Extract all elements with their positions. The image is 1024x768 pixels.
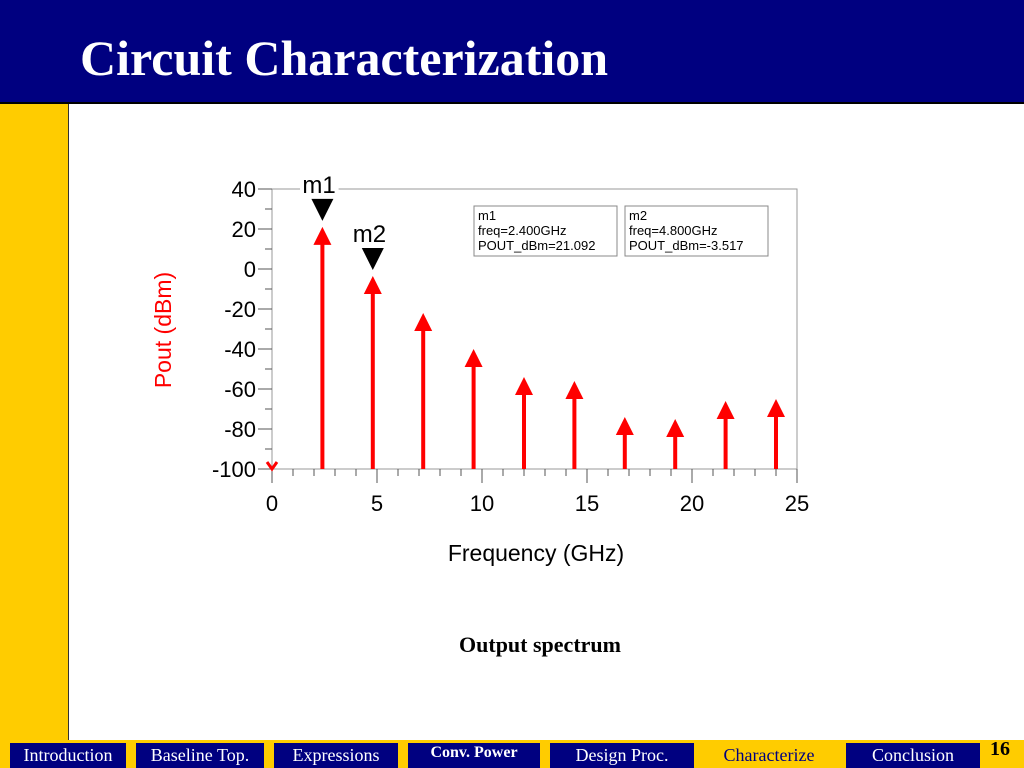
spectral-arrowhead (767, 399, 785, 417)
y-tick-label: -60 (224, 377, 256, 402)
x-tick-label: 10 (470, 491, 494, 516)
spectral-arrowhead (565, 381, 584, 399)
nav-conclusion[interactable]: Conclusion (846, 743, 980, 768)
figure-caption: Output spectrum (459, 632, 621, 657)
marker-readout-line: POUT_dBm=21.092 (478, 238, 595, 253)
marker-readout-line: m2 (629, 208, 647, 223)
spectral-arrowhead (464, 349, 483, 367)
marker-label: m2 (353, 221, 386, 248)
y-tick-label: -20 (224, 297, 256, 322)
nav-characterize[interactable]: Characterize (702, 743, 836, 768)
nav-conv-power[interactable]: Conv. Power (408, 743, 540, 768)
y-tick-label: 0 (244, 257, 256, 282)
y-tick-label: -80 (224, 417, 256, 442)
marker-readout-line: m1 (478, 208, 496, 223)
y-tick-label: -100 (212, 457, 256, 482)
spectral-arrowhead (666, 419, 685, 437)
page-number: 16 (990, 738, 1010, 760)
spectral-arrowhead (313, 226, 332, 245)
marker-readout-line: freq=2.400GHz (478, 223, 567, 238)
spectral-arrowhead (414, 313, 433, 331)
nav-introduction[interactable]: Introduction (10, 743, 126, 768)
x-tick-label: 15 (575, 491, 599, 516)
left-accent-stripe (0, 104, 69, 740)
nav-design-proc[interactable]: Design Proc. (550, 743, 694, 768)
x-tick-label: 5 (371, 491, 383, 516)
x-axis-label: Frequency (GHz) (448, 540, 624, 566)
x-tick-label: 0 (266, 491, 278, 516)
title-bar: Circuit Characterization (0, 0, 1024, 104)
marker-readout-line: POUT_dBm=-3.517 (629, 238, 744, 253)
y-axis-label: Pout (dBm) (150, 272, 176, 388)
x-tick-label: 25 (785, 491, 809, 516)
spectral-arrowhead (615, 417, 634, 435)
marker-triangle (361, 248, 384, 271)
marker-label: m1 (302, 172, 335, 199)
spectral-arrowhead (716, 401, 735, 419)
nav-baseline-top[interactable]: Baseline Top. (136, 743, 264, 768)
slide-title: Circuit Characterization (80, 30, 609, 86)
y-tick-label: -40 (224, 337, 256, 362)
x-tick-label: 20 (680, 491, 704, 516)
marker-readout-line: freq=4.800GHz (629, 223, 718, 238)
spectral-point (265, 461, 279, 472)
marker-triangle (311, 198, 334, 221)
marker-readout-box (624, 205, 769, 257)
spectral-arrowhead (515, 377, 533, 395)
marker-readout-box (473, 205, 618, 257)
y-tick-label: 20 (232, 217, 256, 242)
y-tick-label: 40 (232, 177, 256, 202)
spectral-arrowhead (363, 276, 382, 295)
nav-expressions[interactable]: Expressions (274, 743, 398, 768)
